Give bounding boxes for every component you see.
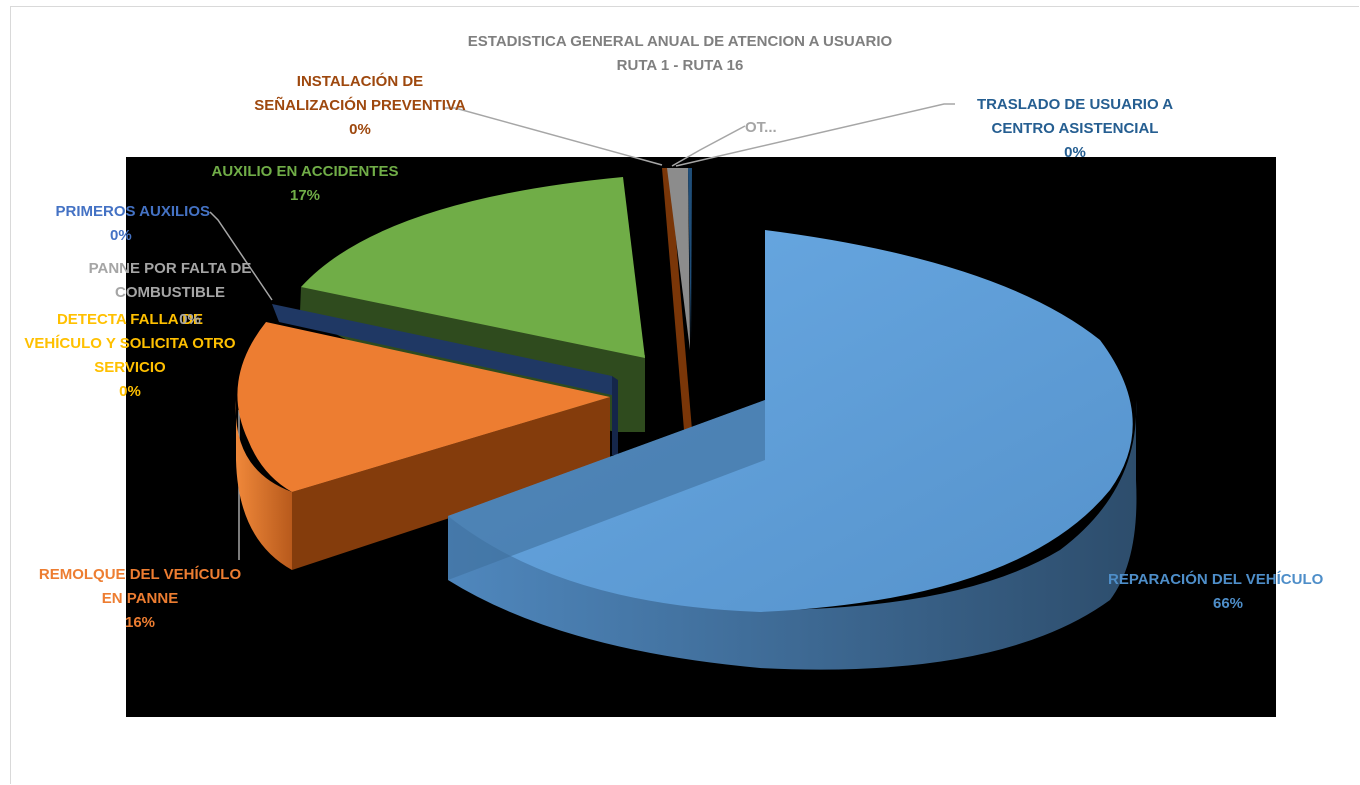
label-primeros: PRIMEROS AUXILIOS 0% — [55, 203, 210, 244]
chart-title: ESTADISTICA GENERAL ANUAL DE ATENCION A … — [467, 33, 893, 50]
slice-remolque-cut — [292, 397, 610, 570]
slice-reparacion — [448, 230, 1137, 670]
label-panne-percent: 0% — [179, 311, 201, 328]
slice-remolque — [235, 322, 611, 570]
label-remolque: REMOLQUE DEL VEHÍCULO EN PANNE 16% — [38, 566, 242, 631]
label-instalacion: INSTALACIÓN DE SEÑALIZACIÓN PREVENTIVA 0% — [254, 73, 466, 138]
slice-traslado-usuario — [688, 168, 692, 340]
slice-reparacion-top — [448, 230, 1133, 612]
slice-reparacion-side — [448, 400, 1137, 670]
label-reparacion: REPARACIÓN DEL VEHÍCULO 66% — [1108, 571, 1324, 612]
leader-line-otros — [671, 125, 746, 167]
chart-subtitle: RUTA 1 - RUTA 16 — [616, 57, 744, 74]
slice-instalacion-senalizacion — [662, 168, 692, 430]
label-panne: PANNE POR FALTA DE COMBUSTIBLE — [88, 260, 252, 301]
leader-line-primeros — [209, 211, 273, 301]
slice-auxilio-top — [301, 177, 645, 358]
label-detecta: DETECTA FALLA DE VEHÍCULO Y SOLICITA OTRO… — [24, 311, 236, 400]
chart-frame — [10, 6, 1359, 784]
label-otros: OT... — [745, 119, 777, 136]
slice-reparacion-cut — [448, 400, 765, 580]
leader-line-instalacion — [444, 107, 663, 166]
slice-otros — [667, 168, 690, 350]
label-traslado: TRASLADO DE USUARIO A CENTRO ASISTENCIAL 0… — [976, 96, 1174, 161]
leader-lines — [209, 103, 955, 560]
leader-line-traslado — [675, 103, 955, 167]
label-auxilio: AUXILIO EN ACCIDENTES 17% — [211, 163, 399, 204]
slice-remolque-top — [237, 322, 611, 492]
slice-remolque-side — [235, 400, 292, 570]
slice-primeros-auxilios — [272, 304, 618, 455]
